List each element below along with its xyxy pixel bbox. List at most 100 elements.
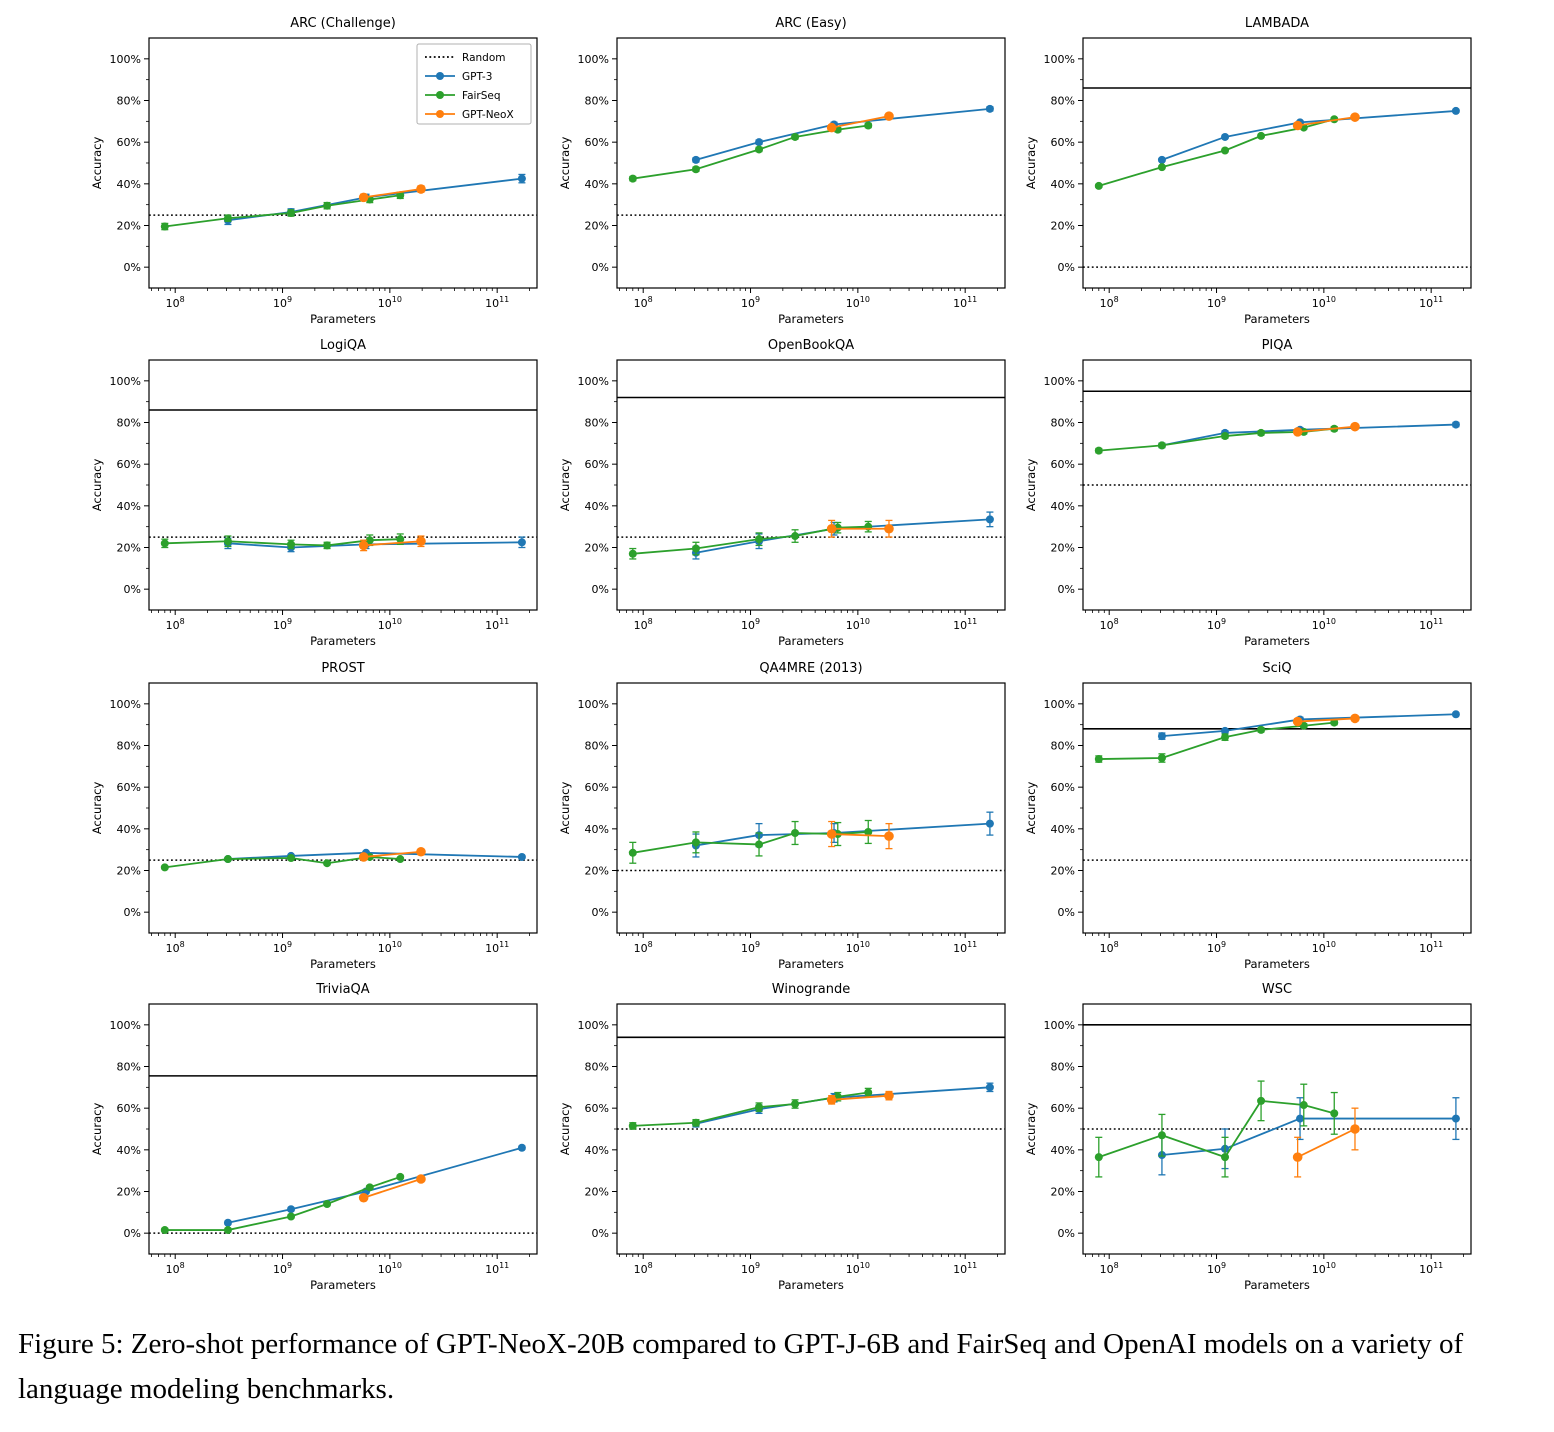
y-tick-label: 100% [110, 1019, 141, 1032]
subplot-title: ARC (Easy) [775, 16, 846, 31]
series-marker-gpt-neox [358, 192, 369, 203]
y-tick-label: 80% [1051, 417, 1075, 430]
x-tick-label: 1011 [485, 617, 509, 632]
series-line-gpt-3 [695, 1086, 990, 1125]
series-marker-gpt-neox [358, 1192, 369, 1203]
y-tick-label: 20% [1051, 220, 1075, 233]
y-axis-label: Accuracy [1024, 459, 1038, 512]
series-marker-gpt-neox [1350, 421, 1360, 432]
series-marker-gpt-3 [517, 1143, 526, 1152]
x-axis-label: Parameters [310, 634, 376, 648]
series-marker-gpt-3 [517, 174, 526, 183]
x-axis-label: Parameters [310, 312, 376, 326]
subplot-qa4mre-2013: QA4MRE (2013) 0% 20% 40% 60% 80% 100% 108 109 101… [558, 661, 1006, 971]
y-tick-label: 20% [117, 865, 141, 878]
y-tick-label: 60% [117, 136, 141, 149]
x-tick-label: 109 [741, 295, 760, 310]
series-line-fairseq [632, 525, 869, 555]
series-marker-fairseq [323, 541, 332, 550]
x-tick-label: 109 [273, 940, 292, 955]
series-marker-gpt-neox [416, 536, 426, 547]
y-tick-label: 100% [578, 698, 609, 711]
series-marker-fairseq [287, 1212, 296, 1221]
subplot-title: PROST [321, 661, 364, 676]
y-tick-label: 40% [585, 178, 609, 191]
y-tick-label: 0% [124, 906, 141, 919]
series-line-gpt-neox [831, 833, 890, 838]
y-tick-label: 0% [1058, 261, 1075, 274]
series-marker-fairseq [323, 201, 332, 210]
series-marker-fairseq [1299, 1101, 1308, 1110]
x-tick-label: 1011 [1419, 1261, 1443, 1276]
series-marker-gpt-3 [985, 819, 994, 828]
y-axis-label: Accuracy [90, 1103, 104, 1156]
series-line-fairseq [164, 1176, 401, 1231]
y-tick-label: 60% [117, 1102, 141, 1115]
series-marker-gpt-3 [691, 155, 700, 164]
subplot-arc-easy: ARC (Easy) 0% 20% 40% 60% 80% 100% 108 109 1010 10… [558, 16, 1006, 326]
y-tick-label: 60% [585, 781, 609, 794]
y-axis-label: Accuracy [1024, 782, 1038, 835]
y-tick-label: 80% [1051, 1061, 1075, 1074]
y-tick-label: 20% [1051, 542, 1075, 555]
series-line-gpt-3 [1161, 423, 1456, 447]
series-marker-fairseq [691, 544, 700, 553]
subplot-title: ARC (Challenge) [290, 16, 396, 31]
series-marker-gpt-3 [1451, 1114, 1460, 1123]
series-marker-gpt-3 [755, 138, 764, 147]
series-line-fairseq [164, 194, 401, 228]
x-tick-label: 109 [741, 940, 760, 955]
series-marker-fairseq [223, 537, 232, 546]
series-marker-gpt-neox [826, 1095, 837, 1105]
legend-marker-gpt-3 [436, 72, 444, 80]
x-tick-label: 108 [166, 940, 185, 955]
x-tick-label: 1010 [378, 295, 402, 310]
series-marker-fairseq [755, 1103, 764, 1112]
y-tick-label: 20% [585, 220, 609, 233]
plot-frame [1082, 37, 1472, 289]
x-tick-label: 1011 [1419, 295, 1443, 310]
y-tick-label: 100% [110, 698, 141, 711]
series-marker-gpt-3 [1157, 155, 1166, 164]
y-tick-label: 80% [117, 740, 141, 753]
y-tick-label: 40% [585, 1144, 609, 1157]
y-tick-label: 20% [585, 1186, 609, 1199]
x-tick-label: 108 [166, 617, 185, 632]
x-tick-label: 108 [166, 295, 185, 310]
series-line-gpt-neox [363, 188, 422, 199]
x-tick-label: 1010 [846, 617, 870, 632]
series-marker-fairseq [1330, 718, 1339, 727]
series-marker-fairseq [1157, 1131, 1166, 1140]
benchmark-grid: ARC (Challenge) 0% 20% 40% 60% 80% 100% 108 109 1… [90, 16, 1472, 1292]
y-axis-label: Accuracy [558, 137, 572, 190]
y-tick-label: 40% [1051, 500, 1075, 513]
y-tick-label: 20% [117, 542, 141, 555]
subplot-title: LAMBADA [1245, 16, 1309, 31]
series-marker-gpt-neox [1350, 713, 1360, 724]
series-marker-gpt-neox [358, 852, 369, 862]
series-marker-gpt-neox [416, 184, 426, 194]
y-tick-label: 0% [1058, 906, 1075, 919]
series-marker-fairseq [160, 539, 169, 548]
series-marker-fairseq [287, 209, 296, 217]
y-tick-label: 80% [1051, 95, 1075, 108]
x-tick-label: 1010 [378, 940, 402, 955]
series-marker-fairseq [1157, 754, 1166, 762]
x-axis-label: Parameters [1244, 1278, 1310, 1292]
series-line-gpt-3 [695, 107, 990, 161]
series-marker-gpt-3 [517, 538, 526, 547]
y-tick-label: 100% [1044, 698, 1075, 711]
series-marker-gpt-3 [1221, 132, 1230, 141]
series-marker-gpt-neox [1292, 427, 1303, 437]
x-axis-label: Parameters [778, 957, 844, 971]
x-tick-label: 1010 [1312, 295, 1336, 310]
y-tick-label: 20% [585, 865, 609, 878]
y-axis-label: Accuracy [558, 459, 572, 512]
x-tick-label: 108 [166, 1261, 185, 1276]
series-marker-fairseq [287, 854, 296, 862]
series-marker-fairseq [287, 540, 296, 549]
y-tick-label: 0% [1058, 583, 1075, 596]
plot-frame [1082, 682, 1472, 934]
series-line-gpt-3 [1161, 713, 1456, 738]
series-marker-fairseq [755, 145, 764, 154]
